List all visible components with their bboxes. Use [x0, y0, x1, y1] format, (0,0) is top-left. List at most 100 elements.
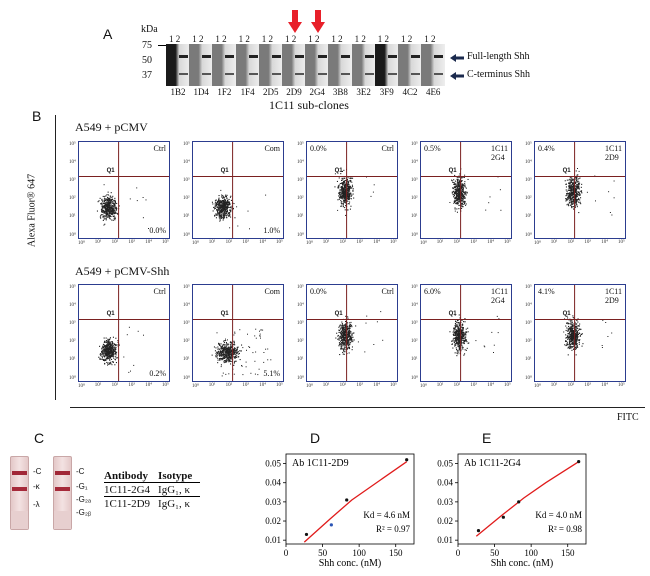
blot-lane-4e6 — [421, 44, 446, 86]
x-tick-label: 10³ — [470, 383, 477, 388]
flow-dots — [79, 285, 169, 381]
x-tick-label: 10² — [567, 240, 575, 245]
q1-label: Q1 — [106, 310, 115, 317]
y-tick-label: 10² — [297, 196, 304, 201]
y-tick-label: 10¹ — [411, 357, 418, 362]
x-tick-label: 10³ — [128, 383, 135, 388]
x-tick-label: 10⁴ — [373, 240, 380, 245]
y-tick-label: 10² — [525, 339, 532, 344]
x-tick-label: 10⁵ — [276, 240, 283, 245]
e-chart-title: Ab 1C11-2G4 — [464, 458, 521, 469]
x-tick-label: 10³ — [242, 383, 249, 388]
y-tick-label: 10⁵ — [297, 285, 304, 290]
lane-numbers: 1 2 — [169, 34, 181, 44]
d-kd-label: Kd = 4.6 nM — [363, 510, 410, 520]
y-tick-label: 10⁵ — [297, 142, 304, 147]
table-cell-antibody: 1C11-2D9 — [104, 496, 159, 510]
x-tick-label: 10¹ — [322, 383, 330, 388]
y-tick-label: 10³ — [183, 178, 190, 183]
marker-37: 37 — [142, 70, 152, 81]
x-tick-label: 10⁴ — [259, 240, 266, 245]
clone-label: 1F4 — [240, 87, 255, 97]
plot-percent: 1.0% — [263, 226, 280, 235]
e-x-tick-label: 0 — [456, 548, 461, 558]
plot-percent: 0.0% — [149, 226, 166, 235]
clone-label: 3B8 — [332, 87, 348, 97]
blot-lane-2g4 — [305, 44, 330, 86]
e-x-tick-label: 150 — [561, 548, 575, 558]
blot-lane-3f9 — [374, 44, 399, 86]
y-tick-label: 10¹ — [297, 357, 304, 362]
flow-dots — [421, 285, 511, 381]
x-tick-label: 10³ — [242, 240, 249, 245]
x-tick-label: 10¹ — [436, 240, 444, 245]
plot-percent: 0.0% — [310, 144, 327, 153]
plot-tag: 1C11 2D9 — [604, 287, 622, 305]
red-arrow-icon — [311, 10, 325, 33]
x-tick-label: 10² — [225, 383, 233, 388]
lane-numbers: 1 2 — [377, 34, 390, 44]
e-kd-label: Kd = 4.0 nM — [535, 510, 582, 520]
x-tick-label: 10⁵ — [162, 240, 169, 245]
y-tick-label: 10⁵ — [411, 285, 418, 290]
d-fit-line — [303, 461, 408, 543]
x-tick-label: 10⁰ — [534, 384, 542, 389]
x-tick-label: 10⁰ — [192, 241, 200, 246]
flow-plot-row2-5: Q1 1C11 2D9 4.1% — [534, 284, 626, 382]
x-tick-label: 10⁰ — [78, 384, 86, 389]
y-tick-label: 10¹ — [297, 214, 304, 219]
x-tick-label: 10³ — [584, 240, 591, 245]
isotype-strip-2 — [53, 456, 72, 530]
clone-label: 1F2 — [217, 87, 232, 97]
x-tick-label: 10⁰ — [420, 241, 428, 246]
y-tick-label: 10³ — [69, 178, 76, 183]
strip2-label-c: -C — [76, 467, 85, 476]
flow-plot-row2-1: Q1 Ctrl 0.2% — [78, 284, 170, 382]
y-tick-label: 10³ — [183, 321, 190, 326]
lane-numbers: 1 2 — [261, 34, 274, 44]
y-tick-label: 10² — [297, 339, 304, 344]
isotype-table: Antibody Isotype 1C11-2G4 IgG₁, κ 1C11-2… — [104, 470, 201, 510]
y-axis-line — [55, 115, 56, 400]
flow-dots — [79, 142, 169, 238]
lane-numbers: 1 2 — [238, 34, 250, 44]
e-x-tick-label: 100 — [524, 548, 538, 558]
clone-label: 4E6 — [425, 87, 441, 97]
plot-tag: Ctrl — [153, 144, 166, 153]
arrow-c-terminus-icon — [450, 72, 464, 80]
y-tick-label: 10³ — [525, 321, 532, 326]
e-data-point — [517, 500, 521, 504]
x-tick-label: 10² — [453, 383, 461, 388]
flow-plot-row2-3: Q1 Ctrl 0.0% — [306, 284, 398, 382]
flow-plot-row2-4: Q1 1C11 2G4 6.0% — [420, 284, 512, 382]
y-tick-label: 10⁰ — [411, 376, 419, 381]
x-tick-label: 10¹ — [550, 240, 558, 245]
y-tick-label: 10¹ — [411, 214, 418, 219]
lane-numbers: 1 2 — [192, 34, 204, 44]
x-tick-label: 10⁰ — [306, 241, 314, 246]
lane-numbers: 1 2 — [285, 34, 297, 44]
y-tick-label: 10² — [183, 339, 190, 344]
y-tick-label: 10³ — [69, 321, 76, 326]
sub-clones-caption: 1C11 sub-clones — [269, 98, 349, 112]
flow-dots — [307, 142, 397, 238]
clone-label: 2D9 — [286, 87, 302, 97]
x-tick-label: 10¹ — [322, 240, 330, 245]
y-tick-label: 10⁵ — [183, 142, 190, 147]
plot-percent: 4.1% — [538, 287, 555, 296]
binding-chart-2d9: 0.01 0.02 0.03 0.04 0.05 0 50 100 150 Shh conc. (… — [265, 453, 415, 569]
y-tick-label: 10⁰ — [297, 376, 305, 381]
panel-b-letter: B — [32, 108, 42, 124]
x-tick-label: 10⁵ — [504, 240, 511, 245]
x-tick-label: 10² — [111, 240, 119, 245]
y-tick-label: 10³ — [411, 178, 418, 183]
y-tick-label: 10¹ — [183, 214, 190, 219]
x-tick-label: 10¹ — [94, 383, 102, 388]
flow-plot-row1-1: Q1 Ctrl 0.0% — [78, 141, 170, 239]
table-cell-isotype: IgG₁, κ — [158, 496, 201, 510]
y-tick-label: 10⁰ — [183, 376, 191, 381]
x-tick-label: 10⁵ — [162, 383, 169, 388]
table-row: 1C11-2D9 IgG₁, κ — [104, 496, 201, 510]
x-tick-label: 10⁴ — [145, 240, 152, 245]
q1-label: Q1 — [562, 310, 571, 317]
